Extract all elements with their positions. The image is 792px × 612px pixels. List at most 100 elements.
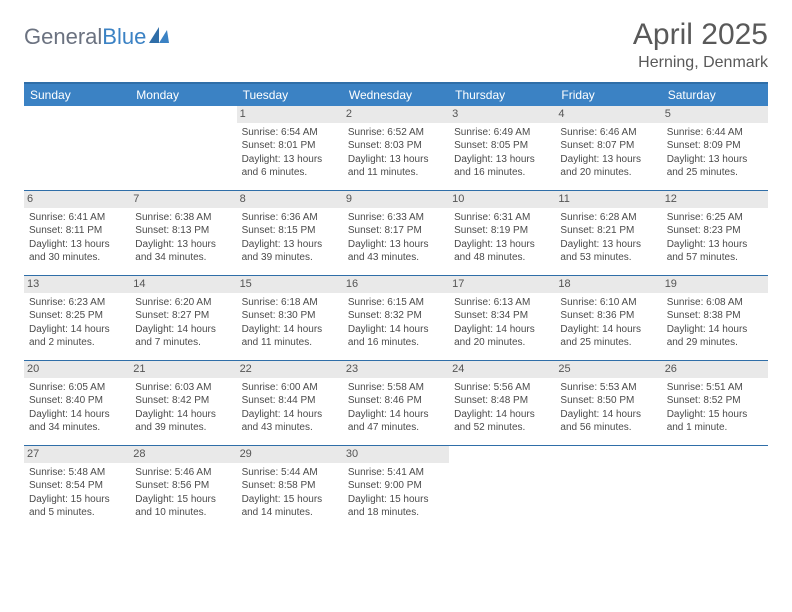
daylight-text: Daylight: 14 hours and 56 minutes. [560,408,656,435]
day-number: 25 [555,361,661,378]
week-row: 1Sunrise: 6:54 AMSunset: 8:01 PMDaylight… [24,106,768,191]
sunrise-text: Sunrise: 6:38 AM [135,211,231,225]
daylight-text: Daylight: 14 hours and 25 minutes. [560,323,656,350]
day-header: Monday [130,84,236,106]
sunset-text: Sunset: 8:44 PM [242,394,338,408]
day-number: 28 [130,446,236,463]
sunrise-text: Sunrise: 6:46 AM [560,126,656,140]
header: GeneralBlue April 2025 Herning, Denmark [24,18,768,72]
weeks-container: 1Sunrise: 6:54 AMSunset: 8:01 PMDaylight… [24,106,768,530]
sunset-text: Sunset: 8:19 PM [454,224,550,238]
calendar: Sunday Monday Tuesday Wednesday Thursday… [24,82,768,530]
sunrise-text: Sunrise: 6:25 AM [667,211,763,225]
calendar-cell [555,446,661,530]
sunrise-text: Sunrise: 6:13 AM [454,296,550,310]
sunrise-text: Sunrise: 6:15 AM [348,296,444,310]
sunset-text: Sunset: 8:05 PM [454,139,550,153]
calendar-cell: 4Sunrise: 6:46 AMSunset: 8:07 PMDaylight… [555,106,661,190]
sunset-text: Sunset: 8:52 PM [667,394,763,408]
logo: GeneralBlue [24,18,169,50]
day-number: 30 [343,446,449,463]
sunrise-text: Sunrise: 6:10 AM [560,296,656,310]
calendar-cell: 27Sunrise: 5:48 AMSunset: 8:54 PMDayligh… [24,446,130,530]
calendar-cell [24,106,130,190]
week-row: 6Sunrise: 6:41 AMSunset: 8:11 PMDaylight… [24,191,768,276]
sunrise-text: Sunrise: 5:46 AM [135,466,231,480]
sunrise-text: Sunrise: 6:05 AM [29,381,125,395]
logo-word1: General [24,24,102,49]
week-row: 13Sunrise: 6:23 AMSunset: 8:25 PMDayligh… [24,276,768,361]
sunset-text: Sunset: 8:42 PM [135,394,231,408]
calendar-cell: 9Sunrise: 6:33 AMSunset: 8:17 PMDaylight… [343,191,449,275]
sunset-text: Sunset: 8:34 PM [454,309,550,323]
day-number: 9 [343,191,449,208]
sunset-text: Sunset: 8:54 PM [29,479,125,493]
day-number: 11 [555,191,661,208]
sunrise-text: Sunrise: 6:08 AM [667,296,763,310]
sunrise-text: Sunrise: 6:20 AM [135,296,231,310]
sunrise-text: Sunrise: 6:00 AM [242,381,338,395]
day-number: 14 [130,276,236,293]
sunset-text: Sunset: 8:25 PM [29,309,125,323]
day-header: Tuesday [237,84,343,106]
day-number: 17 [449,276,555,293]
calendar-cell: 6Sunrise: 6:41 AMSunset: 8:11 PMDaylight… [24,191,130,275]
day-number: 2 [343,106,449,123]
calendar-cell: 29Sunrise: 5:44 AMSunset: 8:58 PMDayligh… [237,446,343,530]
sunset-text: Sunset: 8:15 PM [242,224,338,238]
daylight-text: Daylight: 13 hours and 25 minutes. [667,153,763,180]
daylight-text: Daylight: 13 hours and 34 minutes. [135,238,231,265]
week-row: 20Sunrise: 6:05 AMSunset: 8:40 PMDayligh… [24,361,768,446]
sunrise-text: Sunrise: 6:28 AM [560,211,656,225]
day-number: 23 [343,361,449,378]
sunrise-text: Sunrise: 6:44 AM [667,126,763,140]
sunset-text: Sunset: 8:40 PM [29,394,125,408]
daylight-text: Daylight: 15 hours and 10 minutes. [135,493,231,520]
day-number: 5 [662,106,768,123]
day-number: 3 [449,106,555,123]
sunrise-text: Sunrise: 6:52 AM [348,126,444,140]
calendar-cell: 25Sunrise: 5:53 AMSunset: 8:50 PMDayligh… [555,361,661,445]
calendar-cell: 5 Sunrise: 6:44 AMSunset: 8:09 PMDaylight… [662,106,768,190]
day-number: 22 [237,361,343,378]
calendar-cell: 8Sunrise: 6:36 AMSunset: 8:15 PMDaylight… [237,191,343,275]
sunset-text: Sunset: 8:46 PM [348,394,444,408]
calendar-cell: 15Sunrise: 6:18 AMSunset: 8:30 PMDayligh… [237,276,343,360]
calendar-cell: 18Sunrise: 6:10 AMSunset: 8:36 PMDayligh… [555,276,661,360]
calendar-cell [130,106,236,190]
day-number: 21 [130,361,236,378]
day-number: 6 [24,191,130,208]
sunset-text: Sunset: 8:13 PM [135,224,231,238]
sunset-text: Sunset: 8:09 PM [667,139,763,153]
sunrise-text: Sunrise: 5:51 AM [667,381,763,395]
daylight-text: Daylight: 14 hours and 43 minutes. [242,408,338,435]
sunset-text: Sunset: 8:07 PM [560,139,656,153]
calendar-cell: 1Sunrise: 6:54 AMSunset: 8:01 PMDaylight… [237,106,343,190]
daylight-text: Daylight: 13 hours and 6 minutes. [242,153,338,180]
calendar-cell: 10Sunrise: 6:31 AMSunset: 8:19 PMDayligh… [449,191,555,275]
sunrise-text: Sunrise: 6:49 AM [454,126,550,140]
calendar-cell: 21Sunrise: 6:03 AMSunset: 8:42 PMDayligh… [130,361,236,445]
daylight-text: Daylight: 14 hours and 34 minutes. [29,408,125,435]
daylight-text: Daylight: 14 hours and 47 minutes. [348,408,444,435]
calendar-cell: 13Sunrise: 6:23 AMSunset: 8:25 PMDayligh… [24,276,130,360]
day-number: 26 [662,361,768,378]
sunrise-text: Sunrise: 6:41 AM [29,211,125,225]
day-number: 10 [449,191,555,208]
sunrise-text: Sunrise: 5:53 AM [560,381,656,395]
sunset-text: Sunset: 8:23 PM [667,224,763,238]
day-number: 4 [555,106,661,123]
daylight-text: Daylight: 14 hours and 2 minutes. [29,323,125,350]
sunrise-text: Sunrise: 5:41 AM [348,466,444,480]
day-number: 16 [343,276,449,293]
sunset-text: Sunset: 8:58 PM [242,479,338,493]
calendar-cell: 7Sunrise: 6:38 AMSunset: 8:13 PMDaylight… [130,191,236,275]
daylight-text: Daylight: 13 hours and 53 minutes. [560,238,656,265]
calendar-cell: 20Sunrise: 6:05 AMSunset: 8:40 PMDayligh… [24,361,130,445]
calendar-cell: 19Sunrise: 6:08 AMSunset: 8:38 PMDayligh… [662,276,768,360]
daylight-text: Daylight: 13 hours and 30 minutes. [29,238,125,265]
calendar-cell: 12Sunrise: 6:25 AMSunset: 8:23 PMDayligh… [662,191,768,275]
calendar-cell: 11Sunrise: 6:28 AMSunset: 8:21 PMDayligh… [555,191,661,275]
sunrise-text: Sunrise: 6:18 AM [242,296,338,310]
calendar-cell: 23Sunrise: 5:58 AMSunset: 8:46 PMDayligh… [343,361,449,445]
